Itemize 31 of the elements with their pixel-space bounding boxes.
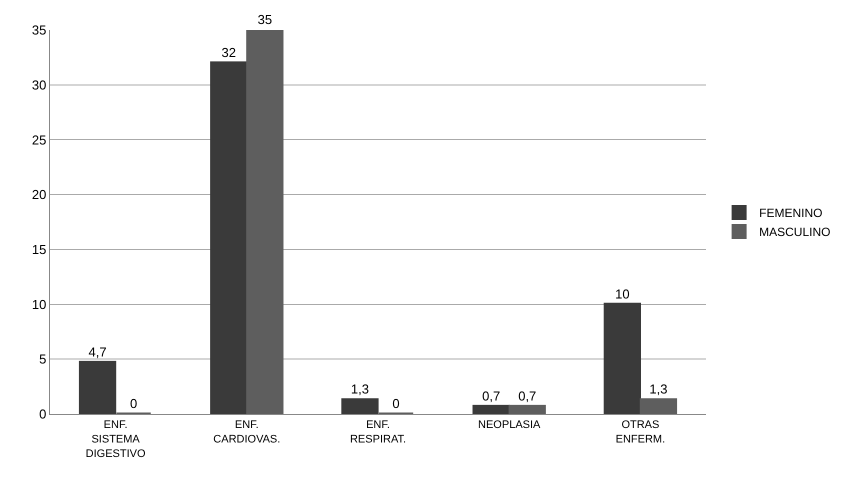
- data-label: 4,7: [88, 344, 107, 360]
- data-label: 32: [222, 44, 236, 60]
- legend-label: FEMENINO: [759, 206, 822, 220]
- y-tick-label: 20: [32, 187, 46, 202]
- x-tick-label: ENF. CARDIOVAS.: [213, 419, 280, 446]
- y-tick-label: 5: [39, 352, 46, 367]
- legend-label: MASCULINO: [759, 225, 830, 240]
- x-tick-label: OTRAS ENFERM.: [616, 419, 666, 446]
- bar: [604, 302, 641, 414]
- data-label: 0,7: [482, 388, 500, 404]
- data-label: 0: [130, 396, 138, 411]
- y-tick-label: 25: [32, 132, 46, 148]
- data-label: 0: [392, 396, 400, 411]
- data-label: 1,3: [649, 382, 668, 397]
- bar: [210, 61, 248, 414]
- bar: [341, 398, 379, 414]
- y-tick-label: 35: [32, 22, 46, 38]
- bar: [472, 404, 510, 414]
- y-tick-label: 15: [32, 242, 46, 257]
- bar: [508, 404, 546, 414]
- x-tick-label: ENF. SISTEMA DIGESTIVO: [86, 419, 146, 460]
- bar: [78, 360, 116, 414]
- y-tick-label: 10: [32, 296, 46, 312]
- y-tick-label: 30: [32, 77, 46, 92]
- y-tick-label: 0: [39, 406, 46, 422]
- data-label: 1,3: [350, 382, 369, 397]
- data-label: 35: [258, 12, 272, 27]
- x-tick-label: NEOPLASIA: [478, 419, 542, 432]
- data-label: 10: [615, 286, 630, 302]
- x-tick-label: ENF. RESPIRAT.: [350, 419, 406, 446]
- data-label: 0,7: [518, 388, 536, 404]
